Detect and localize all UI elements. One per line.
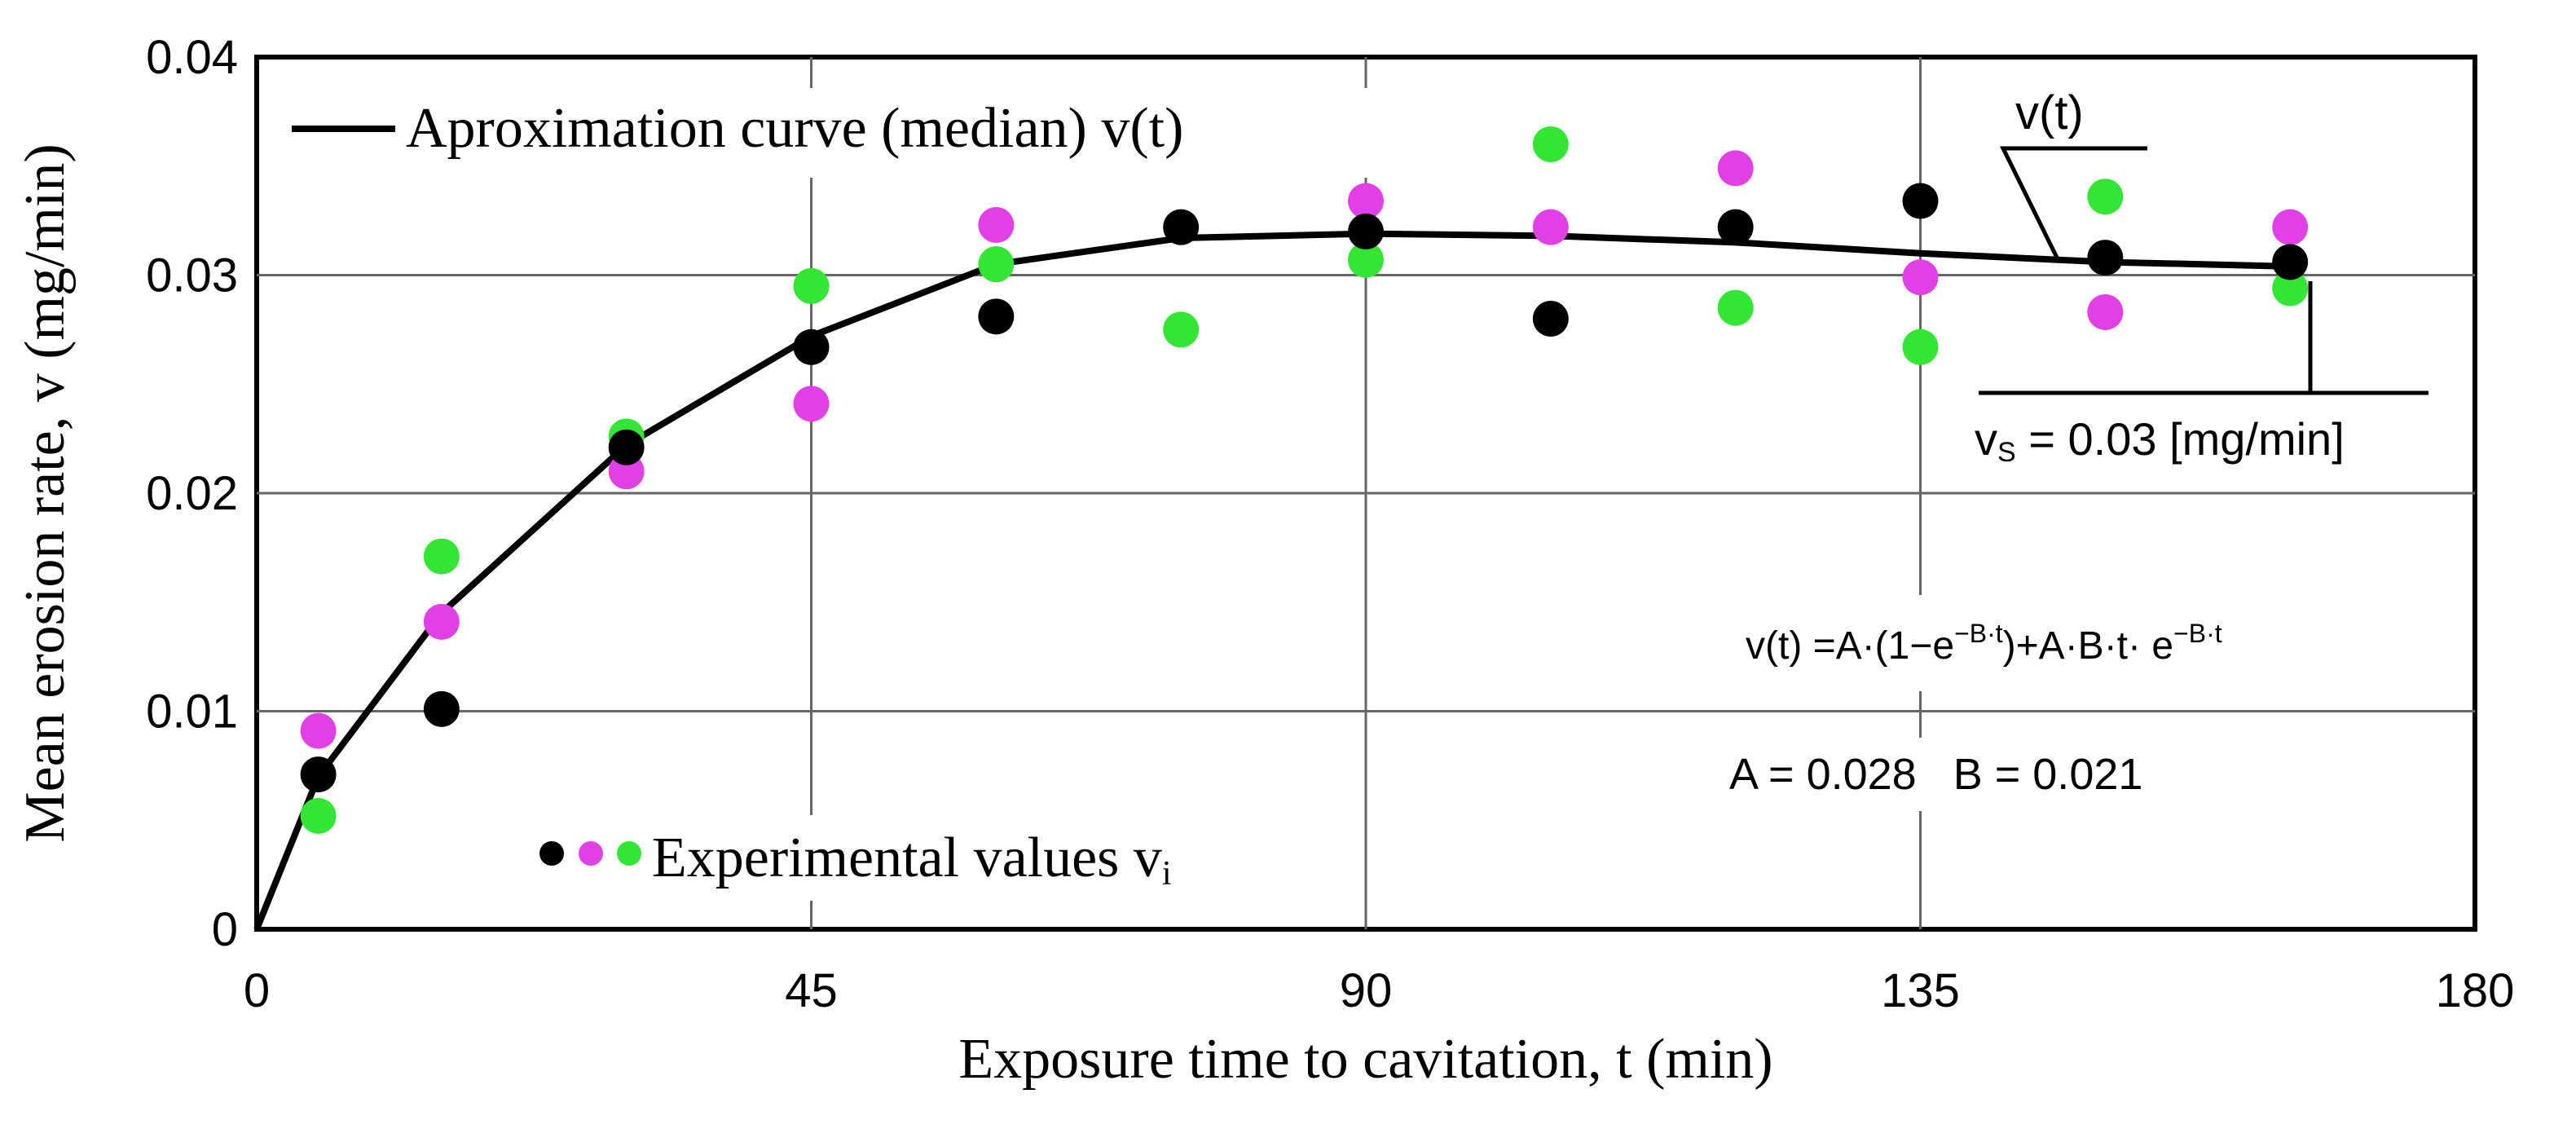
data-point	[2272, 270, 2309, 306]
curve-pointer-leader	[1999, 146, 2147, 261]
scatter-series	[300, 126, 2309, 834]
y-tick-label: 0.03	[146, 249, 238, 302]
curve-pointer-annotation: v(t)	[1999, 82, 2147, 261]
data-point	[2087, 293, 2124, 330]
data-point	[1902, 328, 1939, 365]
data-point	[423, 690, 460, 727]
data-point	[1163, 311, 1200, 348]
points-layer	[300, 126, 2309, 834]
legend-points-label: Experimental values vi	[652, 827, 1172, 893]
y-tick-label: 0.01	[146, 686, 238, 739]
data-point	[978, 246, 1015, 283]
steady-state-label: vS = 0.03 [mg/min]	[1975, 413, 2345, 468]
y-axis-label: Mean erosion rate, v (mg/min)	[14, 143, 77, 842]
data-point	[1717, 150, 1754, 187]
data-point	[2087, 179, 2124, 215]
data-point	[608, 429, 645, 465]
parameters-text: A = 0.028 B = 0.021	[1729, 750, 2142, 799]
data-point	[1902, 259, 1939, 296]
x-tick-label: 135	[1881, 964, 1960, 1017]
steady-state-annotation: vS = 0.03 [mg/min]	[1964, 281, 2449, 478]
x-tick-label: 45	[785, 964, 838, 1017]
x-tick-label: 0	[244, 964, 270, 1017]
data-point	[1717, 209, 1754, 245]
data-point	[1902, 183, 1939, 219]
data-point	[793, 328, 830, 365]
data-point	[1348, 214, 1384, 249]
data-point	[300, 756, 337, 793]
data-point	[1348, 241, 1384, 278]
data-point	[1717, 289, 1754, 326]
data-point	[423, 538, 460, 575]
y-tick-label: 0.04	[146, 31, 238, 84]
data-point	[1532, 209, 1569, 245]
data-point	[1163, 209, 1200, 245]
data-point	[2087, 240, 2124, 276]
y-tick-label: 0	[212, 903, 238, 956]
legend-dot-black	[539, 841, 564, 866]
scatter-series	[300, 150, 2309, 749]
data-point	[1532, 301, 1569, 337]
legend-curve: Aproximation curve (median) v(t)	[277, 88, 1467, 178]
x-axis-label: Exposure time to cavitation, t (min)	[958, 1028, 1772, 1091]
legend-dot-green	[617, 841, 641, 866]
data-point	[2272, 209, 2309, 245]
legend-curve-label: Aproximation curve (median) v(t)	[406, 97, 1183, 160]
parameters-background	[1711, 738, 2331, 811]
data-point	[793, 386, 830, 422]
curve-pointer-label: v(t)	[2015, 86, 2084, 139]
formula-text: v(t) =A·(1−e−B·t)+A·B·t· e−B·t	[1746, 619, 2222, 668]
data-point	[423, 603, 460, 640]
legend-points: Experimental values vi	[522, 815, 1345, 901]
tick-labels: 0 45 90 135 180 0 0.01 0.02 0.03 0.04	[146, 31, 2514, 1017]
legend-dot-magenta	[579, 841, 603, 866]
data-point	[1348, 183, 1384, 219]
formula-annotation: v(t) =A·(1−e−B·t)+A·B·t· e−B·t	[1711, 595, 2461, 691]
x-tick-label: 180	[2436, 964, 2515, 1017]
legend-points-background	[522, 815, 1345, 901]
y-tick-label: 0.02	[146, 467, 238, 520]
data-point	[300, 712, 337, 749]
data-point	[793, 267, 830, 304]
parameters-annotation: A = 0.028 B = 0.021	[1711, 738, 2331, 811]
steady-state-label-background	[1964, 396, 2449, 478]
x-tick-label: 90	[1340, 964, 1393, 1017]
data-point	[2272, 244, 2309, 280]
data-point	[1532, 126, 1569, 162]
curve-pointer-background	[2006, 82, 2129, 153]
data-point	[978, 298, 1015, 335]
data-point	[978, 206, 1015, 243]
scatter-series	[300, 183, 2309, 793]
formula-background	[1711, 595, 2461, 691]
data-point	[300, 797, 337, 834]
legend-curve-background	[277, 88, 1467, 178]
